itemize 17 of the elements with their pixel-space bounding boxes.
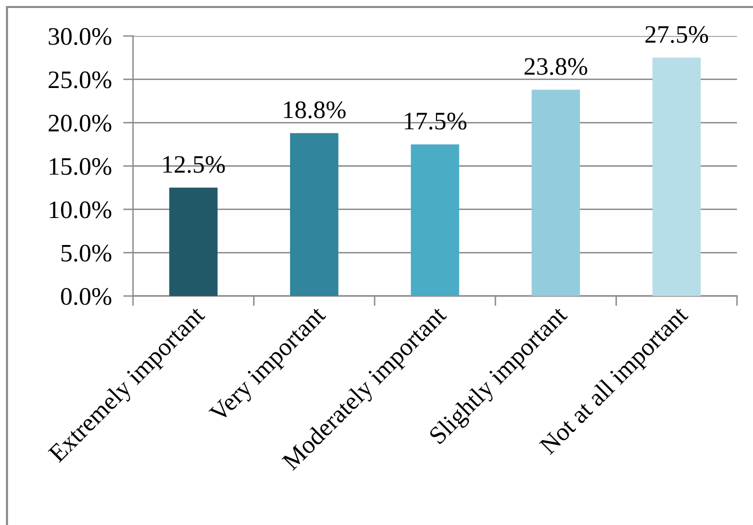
bar [410, 144, 460, 296]
y-tick-label: 10.0% [50, 201, 112, 218]
y-tick-label: 15.0% [50, 158, 112, 176]
y-tick-label: 5.0% [62, 244, 112, 262]
y-tick-label: 0.0% [61, 288, 112, 306]
data-label: 12.5% [163, 156, 225, 173]
bar [169, 188, 218, 296]
data-label: 18.8% [284, 101, 346, 118]
bar [652, 58, 701, 296]
data-label: 17.5% [404, 112, 466, 130]
y-tick-label: 25.0% [48, 71, 112, 88]
data-label: 23.8% [524, 58, 588, 76]
y-tick-label: 30.0% [48, 28, 112, 46]
data-label: 27.5% [645, 26, 708, 43]
y-tick-label: 20.0% [48, 114, 112, 132]
bar [532, 90, 580, 296]
bar [290, 133, 338, 296]
